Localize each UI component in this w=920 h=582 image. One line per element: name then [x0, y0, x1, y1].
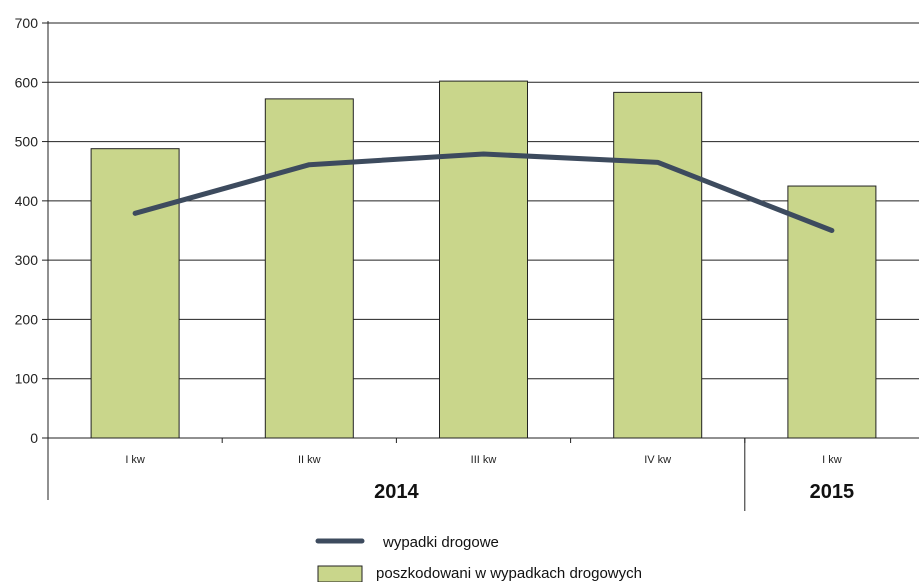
axes	[42, 21, 919, 511]
x-category-label: I kw	[125, 454, 145, 466]
bar	[613, 91, 703, 439]
legend: wypadki drogowe poszkodowani w wypadkach …	[315, 534, 642, 582]
y-tick-label: 200	[15, 311, 39, 327]
y-tick-label: 500	[15, 134, 39, 150]
line-series	[132, 151, 835, 233]
y-tick-label: 600	[15, 74, 39, 90]
x-category-label: II kw	[298, 454, 321, 466]
y-tick-label: 400	[15, 193, 39, 209]
x-category-label: III kw	[471, 454, 497, 466]
legend-label: poszkodowani w wypadkach drogowych	[376, 565, 642, 582]
legend-bar-swatch	[317, 565, 363, 582]
bar	[787, 185, 877, 439]
year-group-labels: 2014 2015	[374, 481, 854, 503]
bar	[90, 148, 180, 439]
bar	[264, 98, 354, 439]
y-tick-label: 300	[15, 252, 39, 268]
y-tick-label: 100	[15, 371, 39, 387]
bar	[439, 80, 528, 439]
x-category-label: I kw	[822, 454, 842, 466]
x-category-label: IV kw	[644, 454, 671, 466]
y-tick-labels: 0 100 200 300 400 500 600 700	[15, 15, 39, 446]
bar-series	[90, 80, 877, 439]
y-tick-label: 700	[15, 15, 39, 31]
legend-label: wypadki drogowe	[382, 534, 499, 551]
y-tick-label: 0	[30, 430, 38, 446]
x-category-labels: I kw II kw III kw IV kw I kw	[125, 454, 841, 466]
year-label: 2015	[810, 481, 855, 503]
year-label: 2014	[374, 481, 419, 503]
